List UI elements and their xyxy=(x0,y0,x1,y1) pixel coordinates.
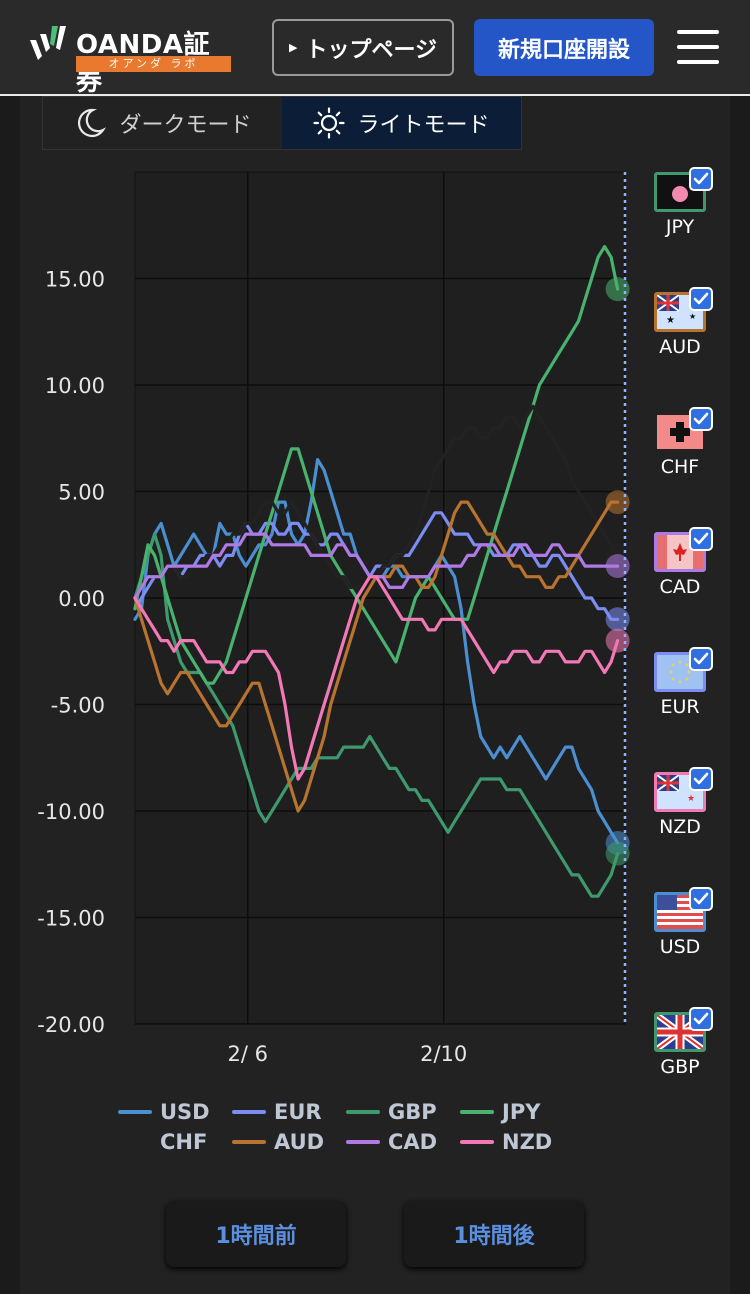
checkbox-checked-icon[interactable] xyxy=(689,287,713,311)
series-end-marker-eur xyxy=(605,607,630,632)
checkbox-checked-icon[interactable] xyxy=(689,767,713,791)
site-header: OANDA証券 オアンダ ラボ ▶ トップページ 新規口座開設 xyxy=(0,0,750,97)
series-end-marker-gbp xyxy=(605,841,630,866)
currency-toggle-chf[interactable]: CHF xyxy=(650,407,713,478)
currency-strength-chart: 15.00 10.00 5.00 0.00 -5.00 -10.00 -15.00 -20.0… xyxy=(37,171,630,1066)
legend-label: USD xyxy=(160,1100,210,1124)
legend-label: CAD xyxy=(388,1130,438,1154)
series-end-marker-jpy xyxy=(605,277,630,302)
legend-item-usd[interactable]: USD xyxy=(118,1100,210,1124)
legend-label: AUD xyxy=(274,1130,325,1154)
legend-swatch xyxy=(232,1110,266,1114)
y-tick-label: -20.00 xyxy=(37,1013,105,1037)
y-tick-label: -10.00 xyxy=(37,800,105,824)
currency-toggle-gbp[interactable]: GBP xyxy=(650,1007,713,1078)
currency-toggle-aud[interactable]: ★ ★ AUD xyxy=(650,287,713,358)
currency-label: GBP xyxy=(660,1056,700,1078)
nzd-flag-icon: ★ xyxy=(654,767,713,812)
series-end-marker-cad xyxy=(605,554,630,579)
svg-text:★: ★ xyxy=(687,794,695,804)
svg-text:★: ★ xyxy=(689,312,696,321)
checkbox-checked-icon[interactable] xyxy=(689,527,713,551)
usd-flag-icon xyxy=(654,887,713,932)
top-page-button[interactable]: ▶ トップページ xyxy=(272,19,454,76)
logo-subtitle: オアンダ ラボ xyxy=(76,56,231,72)
currency-label: NZD xyxy=(659,816,701,838)
logo-text: OANDA証券 xyxy=(76,30,210,97)
currency-toggle-usd[interactable]: USD xyxy=(650,887,713,958)
checkbox-checked-icon[interactable] xyxy=(689,887,713,911)
legend-swatch xyxy=(346,1140,380,1144)
legend-swatch xyxy=(460,1140,494,1144)
series-line-jpy xyxy=(133,244,620,685)
svg-text:★: ★ xyxy=(666,315,675,326)
currency-toggle-cad[interactable]: CAD xyxy=(650,527,713,598)
y-tick-label: 15.00 xyxy=(45,268,105,292)
oanda-logo-mark-icon xyxy=(30,26,66,60)
legend-item-aud[interactable]: AUD xyxy=(232,1130,324,1154)
prev-hour-button[interactable]: 1時間前 xyxy=(166,1201,346,1267)
y-tick-label: 0.00 xyxy=(58,587,105,611)
currency-toggle-nzd[interactable]: ★ NZD xyxy=(650,767,713,838)
currency-label: EUR xyxy=(660,696,700,718)
legend-item-cad[interactable]: CAD xyxy=(346,1130,437,1154)
legend-swatch xyxy=(346,1110,380,1114)
checkbox-checked-icon[interactable] xyxy=(689,407,713,431)
currency-label: CAD xyxy=(659,576,701,598)
legend-item-eur[interactable]: EUR xyxy=(232,1100,322,1124)
top-page-label: トップページ xyxy=(305,37,438,63)
legend-label: GBP xyxy=(388,1100,437,1124)
series-line-nzd xyxy=(133,575,620,781)
gbp-flag-icon xyxy=(654,1007,713,1052)
legend-swatch xyxy=(118,1110,152,1114)
y-tick-label: -15.00 xyxy=(37,907,105,931)
open-account-button[interactable]: 新規口座開設 xyxy=(474,19,654,76)
currency-label: JPY xyxy=(665,216,695,238)
moon-icon xyxy=(78,108,107,137)
series-end-marker-aud xyxy=(605,490,630,515)
dark-mode-button[interactable]: ダークモード xyxy=(43,97,282,149)
y-tick-label: -5.00 xyxy=(51,694,105,718)
legend-item-gbp[interactable]: GBP xyxy=(346,1100,437,1124)
currency-toggle-eur[interactable]: EUR xyxy=(650,647,713,718)
cad-flag-icon xyxy=(654,527,713,572)
legend-label: EUR xyxy=(274,1100,322,1124)
triangle-right-icon: ▶ xyxy=(288,41,298,54)
legend-item-nzd[interactable]: NZD xyxy=(460,1130,552,1154)
series-line-gbp xyxy=(133,532,620,898)
legend-item-chf[interactable]: CHF xyxy=(118,1130,207,1154)
next-hour-button[interactable]: 1時間後 xyxy=(404,1201,584,1267)
legend-item-jpy[interactable]: JPY xyxy=(460,1100,540,1124)
light-mode-label: ライトモード xyxy=(357,113,490,138)
eur-flag-icon xyxy=(654,647,713,692)
legend-swatch xyxy=(118,1140,152,1144)
y-tick-label: 10.00 xyxy=(45,374,105,398)
series-end-marker-nzd xyxy=(605,628,630,653)
series-line-eur xyxy=(133,511,620,621)
y-tick-label: 5.00 xyxy=(58,481,105,505)
oanda-logo[interactable]: OANDA証券 オアンダ ラボ xyxy=(30,22,235,97)
chf-flag-icon xyxy=(654,407,713,452)
legend-label: NZD xyxy=(502,1130,553,1154)
legend-swatch xyxy=(232,1140,266,1144)
legend-swatch xyxy=(460,1110,494,1114)
light-mode-button[interactable]: ライトモード xyxy=(282,97,521,149)
legend-label: JPY xyxy=(502,1100,541,1124)
checkbox-checked-icon[interactable] xyxy=(689,167,713,191)
checkbox-checked-icon[interactable] xyxy=(689,647,713,671)
mode-toggle: ダークモード ライトモード xyxy=(42,96,522,150)
currency-label: AUD xyxy=(659,336,701,358)
sun-icon xyxy=(313,107,346,139)
x-tick-label: 2/ 6 xyxy=(227,1042,267,1066)
aud-flag-icon: ★ ★ xyxy=(654,287,713,332)
dark-mode-label: ダークモード xyxy=(119,113,252,138)
currency-label: CHF xyxy=(660,456,700,478)
x-tick-label: 2/10 xyxy=(420,1042,467,1066)
hamburger-menu-icon[interactable] xyxy=(677,30,719,64)
legend-label: CHF xyxy=(160,1130,208,1154)
currency-label: USD xyxy=(659,936,701,958)
checkbox-checked-icon[interactable] xyxy=(689,1007,713,1031)
currency-toggle-jpy[interactable]: JPY xyxy=(650,167,713,238)
jpy-flag-icon xyxy=(654,167,713,212)
